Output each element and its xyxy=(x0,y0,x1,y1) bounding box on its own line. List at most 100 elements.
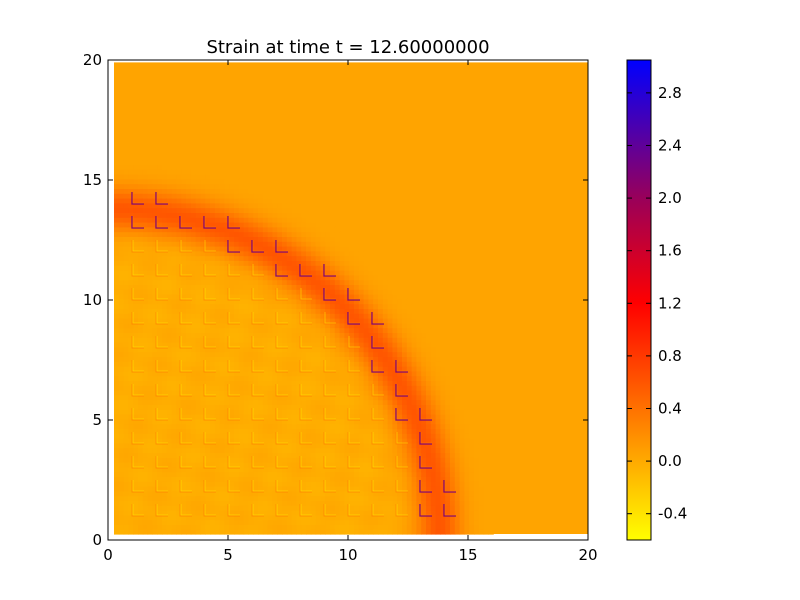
heatmap-cell xyxy=(162,222,168,228)
heatmap-cell xyxy=(315,222,321,228)
heatmap-cell xyxy=(445,510,451,516)
heatmap-cell xyxy=(320,260,326,266)
heatmap-cell xyxy=(387,442,393,449)
heatmap-cell xyxy=(123,222,129,228)
heatmap-cell xyxy=(190,217,197,223)
heatmap-cell xyxy=(166,447,173,453)
heatmap-cell xyxy=(186,442,192,449)
heatmap-cell xyxy=(296,298,302,305)
heatmap-cell xyxy=(166,375,173,381)
heatmap-cell xyxy=(373,428,379,434)
heatmap-cell xyxy=(214,270,221,276)
heatmap-cell xyxy=(339,500,345,506)
heatmap-cell xyxy=(320,404,326,410)
heatmap-cell xyxy=(152,164,158,170)
heatmap-cell xyxy=(306,284,312,290)
heatmap-cell xyxy=(320,337,326,343)
heatmap-cell xyxy=(258,529,264,535)
heatmap-cell xyxy=(190,327,197,333)
heatmap-cell xyxy=(118,327,125,333)
heatmap-cell xyxy=(358,279,365,285)
heatmap-cell xyxy=(219,366,225,372)
heatmap-cell xyxy=(272,236,278,242)
heatmap-cell xyxy=(315,519,321,525)
heatmap-cell xyxy=(354,375,360,381)
heatmap-cell xyxy=(430,433,437,439)
heatmap-cell xyxy=(334,370,341,377)
heatmap-cell xyxy=(147,481,153,487)
heatmap-cell xyxy=(339,298,345,305)
heatmap-cell xyxy=(114,471,120,477)
heatmap-cell xyxy=(392,327,398,333)
heatmap-cell xyxy=(459,471,465,477)
heatmap-cell xyxy=(118,385,125,391)
heatmap-cell xyxy=(387,361,393,367)
heatmap-cell xyxy=(138,322,144,329)
heatmap-cell xyxy=(421,346,427,353)
heatmap-cell xyxy=(301,313,307,319)
grid-marker xyxy=(155,408,168,421)
heatmap-cell xyxy=(234,529,240,535)
heatmap-cell xyxy=(426,457,432,463)
heatmap-cell xyxy=(128,207,134,213)
heatmap-cell xyxy=(210,457,216,463)
heatmap-cell xyxy=(205,241,211,247)
heatmap-cell xyxy=(171,265,177,271)
heatmap-cell xyxy=(291,346,297,353)
heatmap-cell xyxy=(238,255,245,261)
heatmap-cell xyxy=(248,193,254,199)
heatmap-cell xyxy=(219,404,225,410)
grid-marker-highlight xyxy=(132,312,144,324)
heatmap-cell xyxy=(181,346,187,353)
heatmap-cell xyxy=(123,394,129,401)
heatmap-cell xyxy=(368,466,374,473)
heatmap-cell xyxy=(306,380,312,386)
heatmap-cell xyxy=(147,346,153,353)
heatmap-cell xyxy=(373,471,379,477)
heatmap-cell xyxy=(195,303,201,309)
heatmap-cell xyxy=(219,318,225,324)
heatmap-cell xyxy=(142,250,149,257)
heatmap-cell xyxy=(272,274,278,281)
heatmap-cell xyxy=(142,284,149,290)
heatmap-cell xyxy=(224,270,230,276)
heatmap-cell xyxy=(320,318,326,324)
heatmap-cell xyxy=(411,366,417,372)
heatmap-cell xyxy=(253,332,259,338)
heatmap-cell xyxy=(344,409,350,415)
heatmap-cell xyxy=(176,274,182,281)
heatmap-cell xyxy=(190,390,197,396)
heatmap-cell xyxy=(248,226,254,233)
heatmap-cell xyxy=(262,342,269,348)
heatmap-cell xyxy=(229,399,235,405)
heatmap-cell xyxy=(315,318,321,324)
heatmap-cell xyxy=(190,260,197,266)
heatmap-cell xyxy=(128,236,134,242)
heatmap-cell xyxy=(339,318,345,324)
heatmap-cell xyxy=(114,246,120,252)
heatmap-cell xyxy=(402,500,408,506)
heatmap-cell xyxy=(478,457,485,463)
heatmap-cell xyxy=(181,193,187,199)
grid-marker-highlight xyxy=(180,408,192,420)
heatmap-cell xyxy=(301,337,307,343)
heatmap-cell xyxy=(118,519,125,525)
heatmap-cell xyxy=(373,385,379,391)
heatmap-cell xyxy=(286,428,293,434)
heatmap-cell xyxy=(181,514,187,521)
heatmap-cell xyxy=(157,294,163,300)
heatmap-cell xyxy=(478,514,485,521)
heatmap-cell xyxy=(157,246,163,252)
heatmap-cell xyxy=(181,231,187,237)
heatmap-cell xyxy=(478,519,485,525)
heatmap-cell xyxy=(248,236,254,242)
heatmap-cell xyxy=(114,159,120,165)
heatmap-cell xyxy=(166,486,173,492)
heatmap-cell xyxy=(416,375,422,381)
heatmap-cell xyxy=(152,174,158,180)
heatmap-cell xyxy=(445,370,451,377)
heatmap-cell xyxy=(445,361,451,367)
heatmap-cell xyxy=(133,375,139,381)
heatmap-cell xyxy=(162,486,168,492)
heatmap-cell xyxy=(315,490,321,497)
